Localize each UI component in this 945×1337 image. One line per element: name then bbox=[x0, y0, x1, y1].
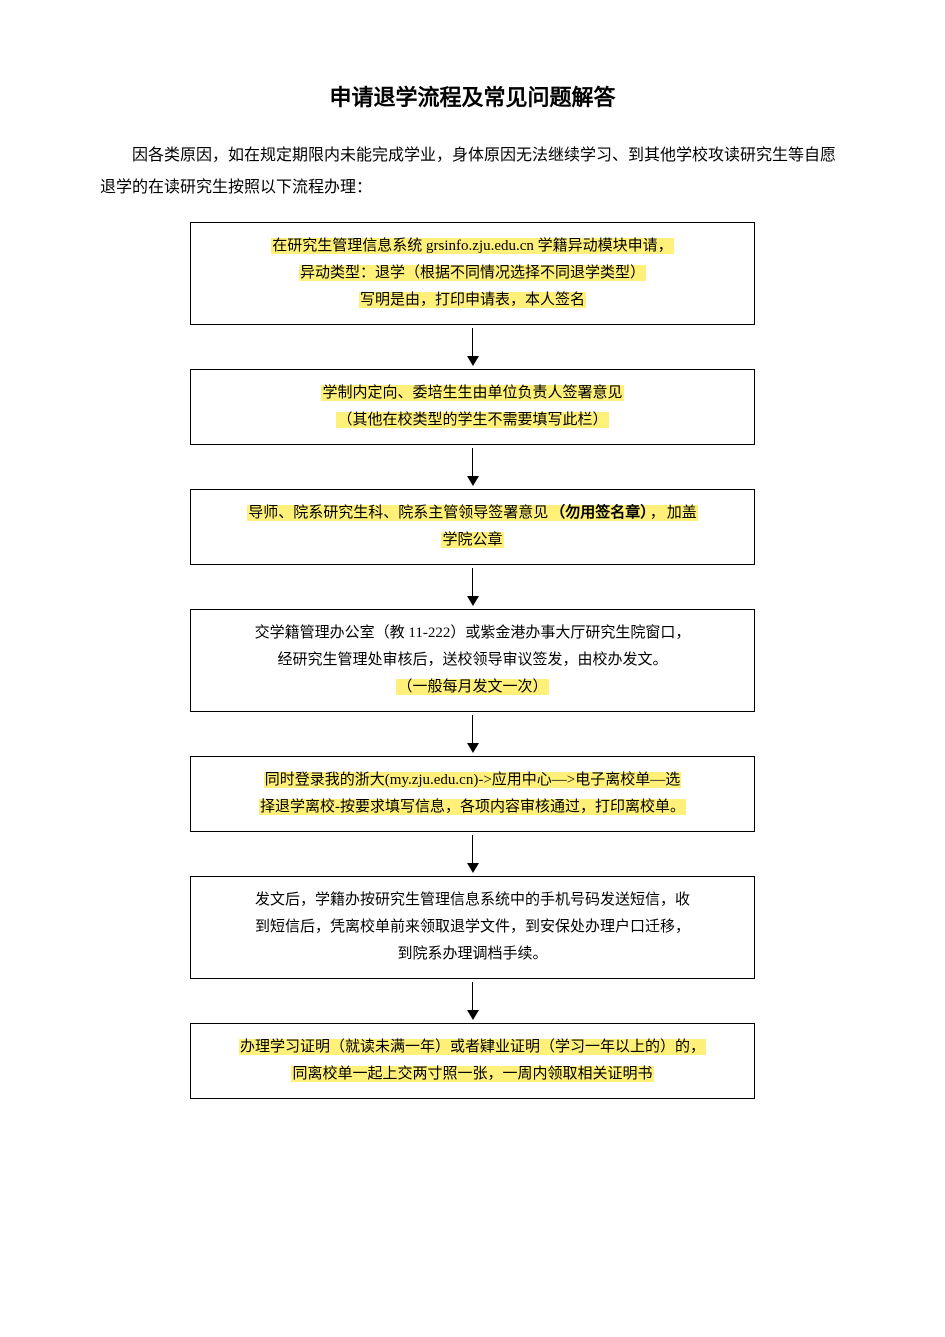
flow-text-segment: （勿用签名章） bbox=[549, 505, 649, 521]
flow-text-segment: 到院系办理调档手续。 bbox=[397, 946, 547, 962]
flow-arrow bbox=[467, 712, 479, 756]
arrow-down-icon bbox=[467, 743, 479, 753]
flow-node-line: 择退学离校-按要求填写信息，各项内容审核通过，打印离校单。 bbox=[205, 794, 740, 821]
flow-node-line: 同离校单一起上交两寸照一张，一周内领取相关证明书 bbox=[205, 1061, 740, 1088]
flow-node-line: 发文后，学籍办按研究生管理信息系统中的手机号码发送短信，收 bbox=[205, 887, 740, 914]
flow-node-line: 在研究生管理信息系统 grsinfo.zju.edu.cn 学籍异动模块申请， bbox=[205, 233, 740, 260]
flow-node-step7: 办理学习证明（就读未满一年）或者肄业证明（学习一年以上的）的， 同离校单一起上交两… bbox=[190, 1023, 755, 1099]
flow-node-step2: 学制内定向、委培生生由单位负责人签署意见 （其他在校类型的学生不需要填写此栏） bbox=[190, 369, 755, 445]
flow-node-line: 办理学习证明（就读未满一年）或者肄业证明（学习一年以上的）的， bbox=[205, 1034, 740, 1061]
flow-text-segment: （一般每月发文一次） bbox=[396, 679, 548, 695]
flow-text-segment: 办理学习证明（就读未满一年）或者肄业证明（学习一年以上的）的， bbox=[239, 1039, 706, 1055]
flow-node-step4: 交学籍管理办公室（教 11-222）或紫金港办事大厅研究生院窗口， 经研究生管理处… bbox=[190, 609, 755, 712]
flow-text-segment: ， bbox=[649, 505, 666, 521]
flow-node-line: （其他在校类型的学生不需要填写此栏） bbox=[205, 407, 740, 434]
arrow-down-icon bbox=[467, 596, 479, 606]
flowchart-container: 在研究生管理信息系统 grsinfo.zju.edu.cn 学籍异动模块申请， 异… bbox=[100, 222, 845, 1099]
intro-paragraph: 因各类原因，如在规定期限内未能完成学业，身体原因无法继续学习、到其他学校攻读研究… bbox=[100, 140, 845, 204]
arrow-down-icon bbox=[467, 1010, 479, 1020]
arrow-down-icon bbox=[467, 356, 479, 366]
flow-text-segment: 加盖 bbox=[666, 505, 698, 521]
flow-text-segment: 择退学离校-按要求填写信息，各项内容审核通过，打印离校单。 bbox=[259, 799, 686, 815]
flow-node-line: 写明是由，打印申请表，本人签名 bbox=[205, 287, 740, 314]
flow-node-line: 异动类型：退学（根据不同情况选择不同退学类型） bbox=[205, 260, 740, 287]
flow-arrow bbox=[467, 445, 479, 489]
flow-node-line: 到短信后，凭离校单前来领取退学文件，到安保处办理户口迁移， bbox=[205, 914, 740, 941]
page-title: 申请退学流程及常见问题解答 bbox=[100, 80, 845, 112]
flow-node-step1: 在研究生管理信息系统 grsinfo.zju.edu.cn 学籍异动模块申请， 异… bbox=[190, 222, 755, 325]
flow-text-segment: 到短信后，凭离校单前来领取退学文件，到安保处办理户口迁移， bbox=[255, 919, 690, 935]
flow-arrow bbox=[467, 325, 479, 369]
flow-text-segment: 学院公章 bbox=[441, 532, 503, 548]
flow-node-line: 经研究生管理处审核后，送校领导审议签发，由校办发文。 bbox=[205, 647, 740, 674]
flow-text-segment: 经研究生管理处审核后，送校领导审议签发，由校办发文。 bbox=[277, 652, 667, 668]
flow-text-segment: 导师、院系研究生科、院系主管领导签署意见 bbox=[247, 505, 549, 521]
flow-node-line: 学院公章 bbox=[205, 527, 740, 554]
flow-node-line: 同时登录我的浙大(my.zju.edu.cn)->应用中心—>电子离校单—选 bbox=[205, 767, 740, 794]
arrow-down-icon bbox=[467, 476, 479, 486]
flow-node-line: 学制内定向、委培生生由单位负责人签署意见 bbox=[205, 380, 740, 407]
flow-node-line: 交学籍管理办公室（教 11-222）或紫金港办事大厅研究生院窗口， bbox=[205, 620, 740, 647]
flow-arrow bbox=[467, 832, 479, 876]
flow-node-step6: 发文后，学籍办按研究生管理信息系统中的手机号码发送短信，收到短信后，凭离校单前来… bbox=[190, 876, 755, 979]
arrow-stem bbox=[472, 328, 473, 356]
flow-arrow bbox=[467, 979, 479, 1023]
flow-text-segment: 在研究生管理信息系统 grsinfo.zju.edu.cn 学籍异动模块申请， bbox=[271, 238, 673, 254]
flow-text-segment: 发文后，学籍办按研究生管理信息系统中的手机号码发送短信，收 bbox=[255, 892, 690, 908]
flow-text-segment: 交学籍管理办公室（教 11-222）或紫金港办事大厅研究生院窗口， bbox=[255, 625, 691, 641]
flow-arrow bbox=[467, 565, 479, 609]
flow-node-line: （一般每月发文一次） bbox=[205, 674, 740, 701]
flow-text-segment: 学制内定向、委培生生由单位负责人签署意见 bbox=[321, 385, 623, 401]
arrow-stem bbox=[472, 835, 473, 863]
arrow-stem bbox=[472, 982, 473, 1010]
flow-text-segment: 异动类型：退学（根据不同情况选择不同退学类型） bbox=[299, 265, 646, 281]
arrow-stem bbox=[472, 448, 473, 476]
flow-text-segment: （其他在校类型的学生不需要填写此栏） bbox=[336, 412, 608, 428]
flow-text-segment: 同离校单一起上交两寸照一张，一周内领取相关证明书 bbox=[291, 1066, 653, 1082]
flow-text-segment: 同时登录我的浙大(my.zju.edu.cn)->应用中心—>电子离校单—选 bbox=[264, 772, 682, 788]
flow-node-line: 导师、院系研究生科、院系主管领导签署意见（勿用签名章），加盖 bbox=[205, 500, 740, 527]
arrow-stem bbox=[472, 715, 473, 743]
arrow-down-icon bbox=[467, 863, 479, 873]
flow-text-segment: 写明是由，打印申请表，本人签名 bbox=[359, 292, 586, 308]
flow-node-step3: 导师、院系研究生科、院系主管领导签署意见（勿用签名章），加盖学院公章 bbox=[190, 489, 755, 565]
flow-node-step5: 同时登录我的浙大(my.zju.edu.cn)->应用中心—>电子离校单—选择退… bbox=[190, 756, 755, 832]
flow-node-line: 到院系办理调档手续。 bbox=[205, 941, 740, 968]
arrow-stem bbox=[472, 568, 473, 596]
